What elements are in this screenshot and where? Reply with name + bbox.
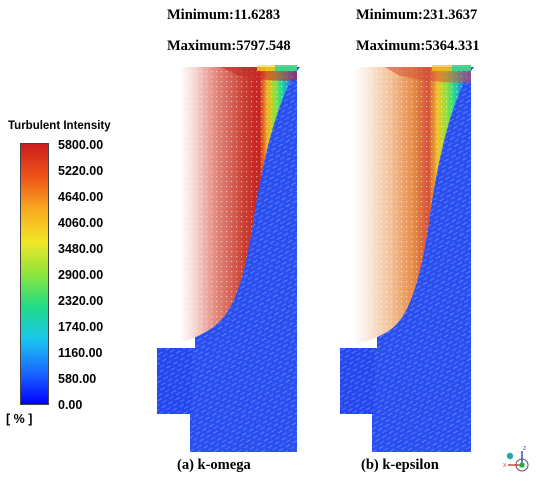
panel-a-field [157,65,300,452]
panel-b-minimum: Minimum:231.3637 [356,7,478,23]
xyz-axis-triad-icon: Z X [503,446,529,472]
panel-b-caption: (b) k-epsilon [361,457,439,473]
panel-b-field [340,65,474,452]
panel-a-caption: (a) k-omega [177,457,251,473]
legend-title: Turbulent Intensity [8,120,111,132]
colorbar [20,143,49,405]
panel-a-minimum: Minimum:11.6283 [167,7,281,23]
legend-tick: 3480.00 [58,242,104,256]
legend-tick: 1740.00 [58,320,104,334]
legend-tick: 2320.00 [58,294,104,308]
panel-a-maximum: Maximum:5797.548 [167,38,291,54]
legend-tick: 2900.00 [58,268,104,282]
legend-tick: 1160.00 [58,346,103,360]
legend-tick: 4060.00 [58,216,104,230]
legend-tick: 580.00 [58,372,97,386]
legend-tick: 4640.00 [58,190,104,204]
legend-tick: 0.00 [58,398,83,412]
panel-b-maximum: Maximum:5364.331 [356,38,480,54]
legend-tick: 5220.00 [58,164,104,178]
legend-unit: [ % ] [6,412,33,426]
legend-tick: 5800.00 [58,138,104,152]
svg-text:Z: Z [523,446,526,452]
svg-text:X: X [503,463,507,469]
